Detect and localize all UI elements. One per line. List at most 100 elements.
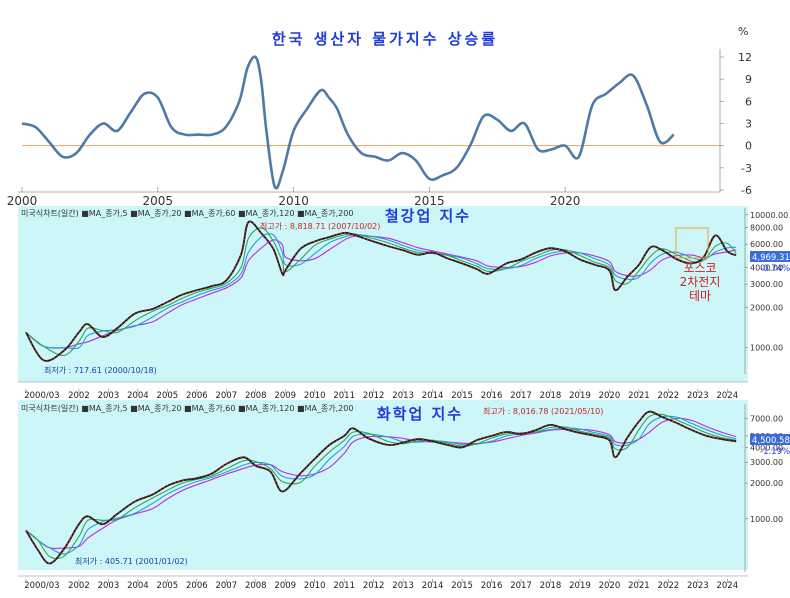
index-x-tick-label: 2023 xyxy=(687,391,709,401)
ppi-plot-area: 12 9 6 3 0 -3 -6 2000 2005 2010 2015 2020 xyxy=(7,49,752,208)
index-x-tick-label: 2020 xyxy=(599,581,621,591)
chem-low-label: 최저가 : 405.71 (2001/01/02) xyxy=(75,556,188,566)
steel-annotation-line: 테마 xyxy=(689,289,711,303)
steel-panel-background xyxy=(18,206,748,382)
steel-annotation: 포스코 2차전지 테마 xyxy=(675,227,721,303)
chem-header-text: 미국식차트(일간) ■MA_종가,5 ■MA_종가,20 ■MA_종가,60 ■… xyxy=(21,403,353,413)
index-x-tick-label: 2000/03 xyxy=(24,581,59,591)
index-x-tick-label: 2015 xyxy=(451,391,473,401)
index-ma-60-line xyxy=(25,413,737,560)
index-x-tick-label: 2024 xyxy=(716,391,738,401)
index-x-tick-label: 2004 xyxy=(127,581,149,591)
steel-high-label: 최고가 : 8,818.71 (2007/10/02) xyxy=(260,221,380,231)
index-x-tick-label: 2013 xyxy=(392,391,414,401)
index-x-tick-label: 2011 xyxy=(333,391,355,401)
ppi-y-tick-label: 12 xyxy=(738,51,752,64)
ppi-y-tick-label: -3 xyxy=(741,162,752,175)
chem-chart: 미국식차트(일간) ■MA_종가,5 ■MA_종가,20 ■MA_종가,60 ■… xyxy=(18,400,790,591)
index-x-tick-label: 2021 xyxy=(628,581,650,591)
steel-header-text: 미국식차트(일간) ■MA_종가,5 ■MA_종가,20 ■MA_종가,60 ■… xyxy=(21,208,353,218)
index-x-tick-label: 2008 xyxy=(245,581,267,591)
index-x-tick-label: 2016 xyxy=(481,391,503,401)
steel-chart-title: 철강업 지수 xyxy=(385,207,471,225)
index-x-tick-label: 2006 xyxy=(186,581,208,591)
index-x-tick-label: 2011 xyxy=(333,581,355,591)
index-x-tick-label: 2020 xyxy=(599,391,621,401)
ppi-x-tick-label: 2005 xyxy=(143,194,174,208)
steel-change-pct: -0.74% xyxy=(760,264,790,274)
chem-current-value-box xyxy=(750,434,790,445)
index-x-tick-label: 2022 xyxy=(658,391,680,401)
index-x-tick-label: 2022 xyxy=(658,581,680,591)
index-x-tick-label: 2002 xyxy=(68,581,90,591)
steel-annotation-text: 포스코 2차전지 테마 xyxy=(680,261,721,303)
steel-plot-area: 10000.00 8000.00 6000.00 4000.00 3000.00 2000… xyxy=(25,208,788,374)
index-ma-60-line xyxy=(25,227,737,356)
index-x-tick-label: 2017 xyxy=(510,581,532,591)
index-x-tick-label: 2017 xyxy=(510,391,532,401)
steel-current-value-box xyxy=(750,251,790,262)
index-x-tick-label: 2023 xyxy=(687,581,709,591)
index-y-tick-label: 7000.00 xyxy=(750,415,783,424)
index-y-tick-label: 3000.00 xyxy=(750,280,783,289)
index-ma-120-line xyxy=(25,233,737,350)
index-y-tick-label: 1000.00 xyxy=(750,515,783,524)
index-x-tick-label: 2005 xyxy=(157,581,179,591)
ppi-y-tick-label: -6 xyxy=(741,184,752,197)
steel-annotation-line: 2차전지 xyxy=(680,275,721,289)
index-x-tick-label: 2016 xyxy=(481,581,503,591)
index-x-tick-label: 2007 xyxy=(215,581,237,591)
ppi-series-line xyxy=(21,55,675,190)
index-x-tick-label: 2018 xyxy=(540,391,562,401)
index-x-tick-label: 2007 xyxy=(215,391,237,401)
index-price-line xyxy=(25,220,737,362)
steel-low-label: 최저가 : 717.61 (2000/10/18) xyxy=(44,365,157,375)
index-x-tick-label: 2002 xyxy=(68,391,90,401)
index-x-tick-label: 2005 xyxy=(157,391,179,401)
ppi-x-tick-label: 2010 xyxy=(278,194,309,208)
index-x-tick-label: 2014 xyxy=(422,391,444,401)
index-y-tick-label: 2000.00 xyxy=(750,479,783,488)
index-ma-200-line xyxy=(25,235,737,349)
steel-annotation-line: 포스코 xyxy=(683,261,716,275)
ppi-chart-title: 한국 생산자 물가지수 상승률 xyxy=(272,30,498,48)
index-x-tick-label: 2008 xyxy=(245,391,267,401)
chem-chart-title: 화학업 지수 xyxy=(377,405,463,423)
index-y-tick-label: 4000.00 xyxy=(750,443,783,452)
index-x-tick-label: 2018 xyxy=(540,581,562,591)
index-x-tick-label: 2014 xyxy=(422,581,444,591)
chem-high-label: 최고가 : 8,016.78 (2021/05/10) xyxy=(483,406,603,416)
index-y-tick-label: 4000.00 xyxy=(750,264,783,273)
index-x-tick-label: 2015 xyxy=(451,581,473,591)
index-x-tick-label: 2000/03 xyxy=(24,391,59,401)
index-x-tick-label: 2013 xyxy=(392,581,414,591)
steel-x-axis: 2000/03 2002 2003 2004 2005 2006 2007 2008 2009 2… xyxy=(24,389,738,401)
ppi-y-tick-label: 6 xyxy=(745,95,752,108)
index-x-tick-label: 2021 xyxy=(628,391,650,401)
chem-plot-area: 7000.005000.004000.003000.002000.001000.… xyxy=(25,404,783,572)
index-y-tick-label: 10000.00 xyxy=(750,211,788,220)
ppi-x-tick-label: 2020 xyxy=(550,194,581,208)
index-x-tick-label: 2019 xyxy=(569,581,591,591)
index-x-tick-label: 2003 xyxy=(98,391,120,401)
ppi-chart: 한국 생산자 물가지수 상승률 % 12 9 6 3 0 -3 -6 2000 2005 2010… xyxy=(7,25,752,208)
chem-current-value: 4,500.58 xyxy=(752,436,790,446)
index-y-tick-label: 2000.00 xyxy=(750,304,783,313)
index-y-tick-label: 8000.00 xyxy=(750,224,783,233)
steel-current-value: 4,969.31 xyxy=(752,253,790,263)
index-x-tick-label: 2006 xyxy=(186,391,208,401)
index-x-tick-label: 2003 xyxy=(98,581,120,591)
index-x-tick-label: 2019 xyxy=(569,391,591,401)
ppi-y-tick-label: 9 xyxy=(745,73,752,86)
chem-x-axis: 2000/03 2002 2003 2004 2005 2006 2007 2008 2009 2… xyxy=(24,579,738,591)
index-ma-5-line xyxy=(25,411,737,564)
ppi-y-tick-label: 0 xyxy=(745,140,752,153)
index-y-tick-label: 1000.00 xyxy=(750,343,783,352)
index-x-tick-label: 2010 xyxy=(304,391,326,401)
ppi-x-tick-label: 2015 xyxy=(414,194,445,208)
index-x-tick-label: 2012 xyxy=(363,391,385,401)
index-x-tick-label: 2009 xyxy=(274,581,296,591)
chem-change-pct: -1.19% xyxy=(760,447,790,457)
